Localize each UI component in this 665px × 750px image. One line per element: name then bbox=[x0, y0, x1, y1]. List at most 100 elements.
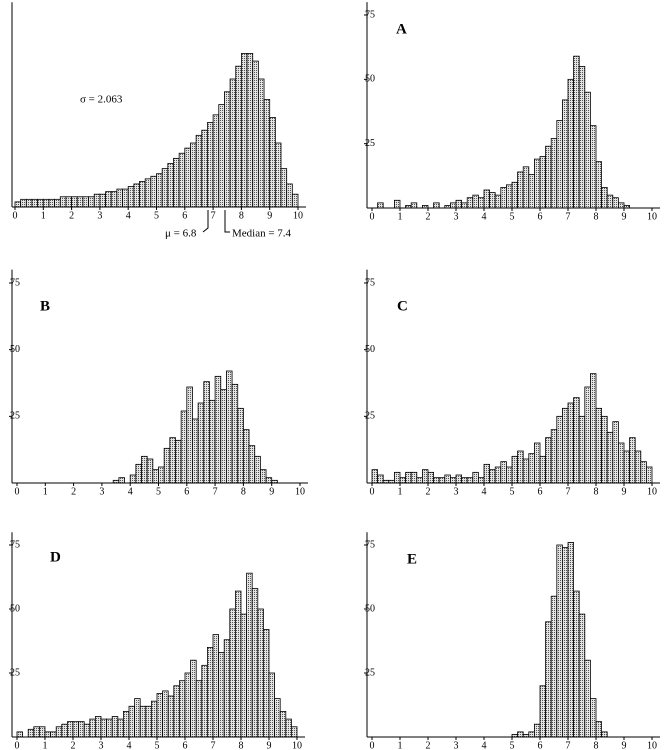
bar bbox=[545, 145, 552, 209]
bar bbox=[584, 659, 591, 738]
bar bbox=[100, 718, 107, 738]
y-tick-label: 25 bbox=[10, 411, 20, 422]
bar bbox=[550, 138, 558, 209]
bar bbox=[118, 477, 125, 484]
bar bbox=[192, 418, 199, 484]
annotation: μ = 6.8 bbox=[165, 228, 197, 240]
bar bbox=[623, 450, 630, 484]
x-tick-label: 2 bbox=[426, 486, 431, 497]
x-tick-label: 8 bbox=[239, 740, 244, 750]
bar bbox=[416, 477, 423, 484]
x-tick-label: 6 bbox=[183, 740, 188, 750]
bar bbox=[123, 711, 130, 738]
bar bbox=[83, 723, 91, 738]
x-tick-label: 9 bbox=[267, 740, 272, 750]
bar bbox=[190, 142, 197, 208]
bar bbox=[528, 453, 535, 484]
bar bbox=[511, 181, 518, 209]
bar bbox=[133, 183, 140, 208]
bar bbox=[517, 731, 524, 738]
bar bbox=[173, 157, 180, 208]
bar bbox=[567, 402, 574, 484]
bar bbox=[634, 450, 642, 484]
bar bbox=[259, 469, 267, 484]
bar bbox=[207, 122, 214, 208]
bar bbox=[254, 455, 261, 484]
x-tick-label: 1 bbox=[43, 740, 48, 750]
bar bbox=[562, 99, 569, 209]
bar bbox=[377, 474, 384, 484]
bar bbox=[117, 718, 124, 738]
panel-label: B bbox=[40, 298, 50, 314]
bar bbox=[54, 198, 61, 208]
bar bbox=[500, 187, 507, 209]
x-tick-label: 3 bbox=[454, 486, 459, 497]
bar bbox=[556, 544, 563, 738]
bar bbox=[144, 178, 152, 208]
bar bbox=[371, 469, 378, 484]
bar bbox=[268, 672, 275, 738]
bar bbox=[567, 78, 574, 209]
bar bbox=[578, 66, 586, 209]
bar bbox=[466, 197, 474, 209]
bar bbox=[223, 639, 231, 738]
bar bbox=[601, 187, 608, 209]
bar bbox=[578, 613, 586, 738]
bar bbox=[214, 375, 222, 484]
x-tick-label: 10 bbox=[295, 486, 305, 497]
bar bbox=[197, 402, 205, 484]
bar bbox=[229, 78, 237, 208]
bar bbox=[578, 415, 586, 484]
bar bbox=[65, 196, 73, 208]
x-tick-label: 0 bbox=[15, 740, 20, 750]
bar bbox=[612, 197, 619, 209]
x-tick-label: 6 bbox=[184, 486, 189, 497]
y-tick-label: 25 bbox=[365, 411, 375, 422]
bar bbox=[195, 680, 203, 738]
bar bbox=[195, 134, 203, 208]
bar bbox=[218, 104, 225, 208]
bar bbox=[27, 728, 35, 738]
bar bbox=[150, 700, 158, 738]
bar bbox=[161, 168, 169, 208]
y-tick-label: 75 bbox=[365, 277, 375, 288]
bar bbox=[156, 693, 163, 738]
x-tick-label: 1 bbox=[398, 211, 403, 222]
bar bbox=[162, 690, 169, 738]
bar bbox=[483, 463, 490, 484]
bar bbox=[455, 474, 462, 484]
bar bbox=[477, 477, 485, 484]
bar bbox=[517, 171, 524, 209]
x-tick-label: 5 bbox=[510, 211, 515, 222]
bar bbox=[252, 60, 259, 208]
bar bbox=[472, 194, 479, 209]
bar bbox=[145, 705, 152, 738]
bar bbox=[158, 466, 165, 484]
bar bbox=[438, 477, 446, 484]
bar bbox=[618, 442, 625, 484]
bar bbox=[139, 180, 146, 208]
bar bbox=[265, 477, 273, 484]
bar bbox=[55, 726, 63, 738]
bar bbox=[280, 168, 288, 208]
bar bbox=[128, 705, 135, 738]
bar bbox=[595, 721, 602, 738]
x-tick-label: 5 bbox=[510, 486, 515, 497]
annotation: σ = 2.063 bbox=[80, 94, 123, 106]
bar bbox=[263, 99, 271, 208]
bar bbox=[505, 466, 513, 484]
bar bbox=[212, 114, 220, 208]
bar bbox=[37, 198, 44, 208]
y-tick-label: 50 bbox=[365, 74, 375, 85]
x-tick-label: 6 bbox=[182, 210, 187, 221]
bar bbox=[116, 188, 123, 208]
bar bbox=[242, 429, 250, 484]
x-tick-label: 2 bbox=[71, 486, 76, 497]
bar bbox=[127, 186, 135, 208]
x-tick-label: 4 bbox=[482, 486, 487, 497]
bar bbox=[173, 685, 180, 738]
x-tick-label: 2 bbox=[71, 740, 76, 750]
x-tick-label: 10 bbox=[647, 486, 657, 497]
bar bbox=[48, 198, 56, 208]
bar bbox=[629, 437, 636, 484]
